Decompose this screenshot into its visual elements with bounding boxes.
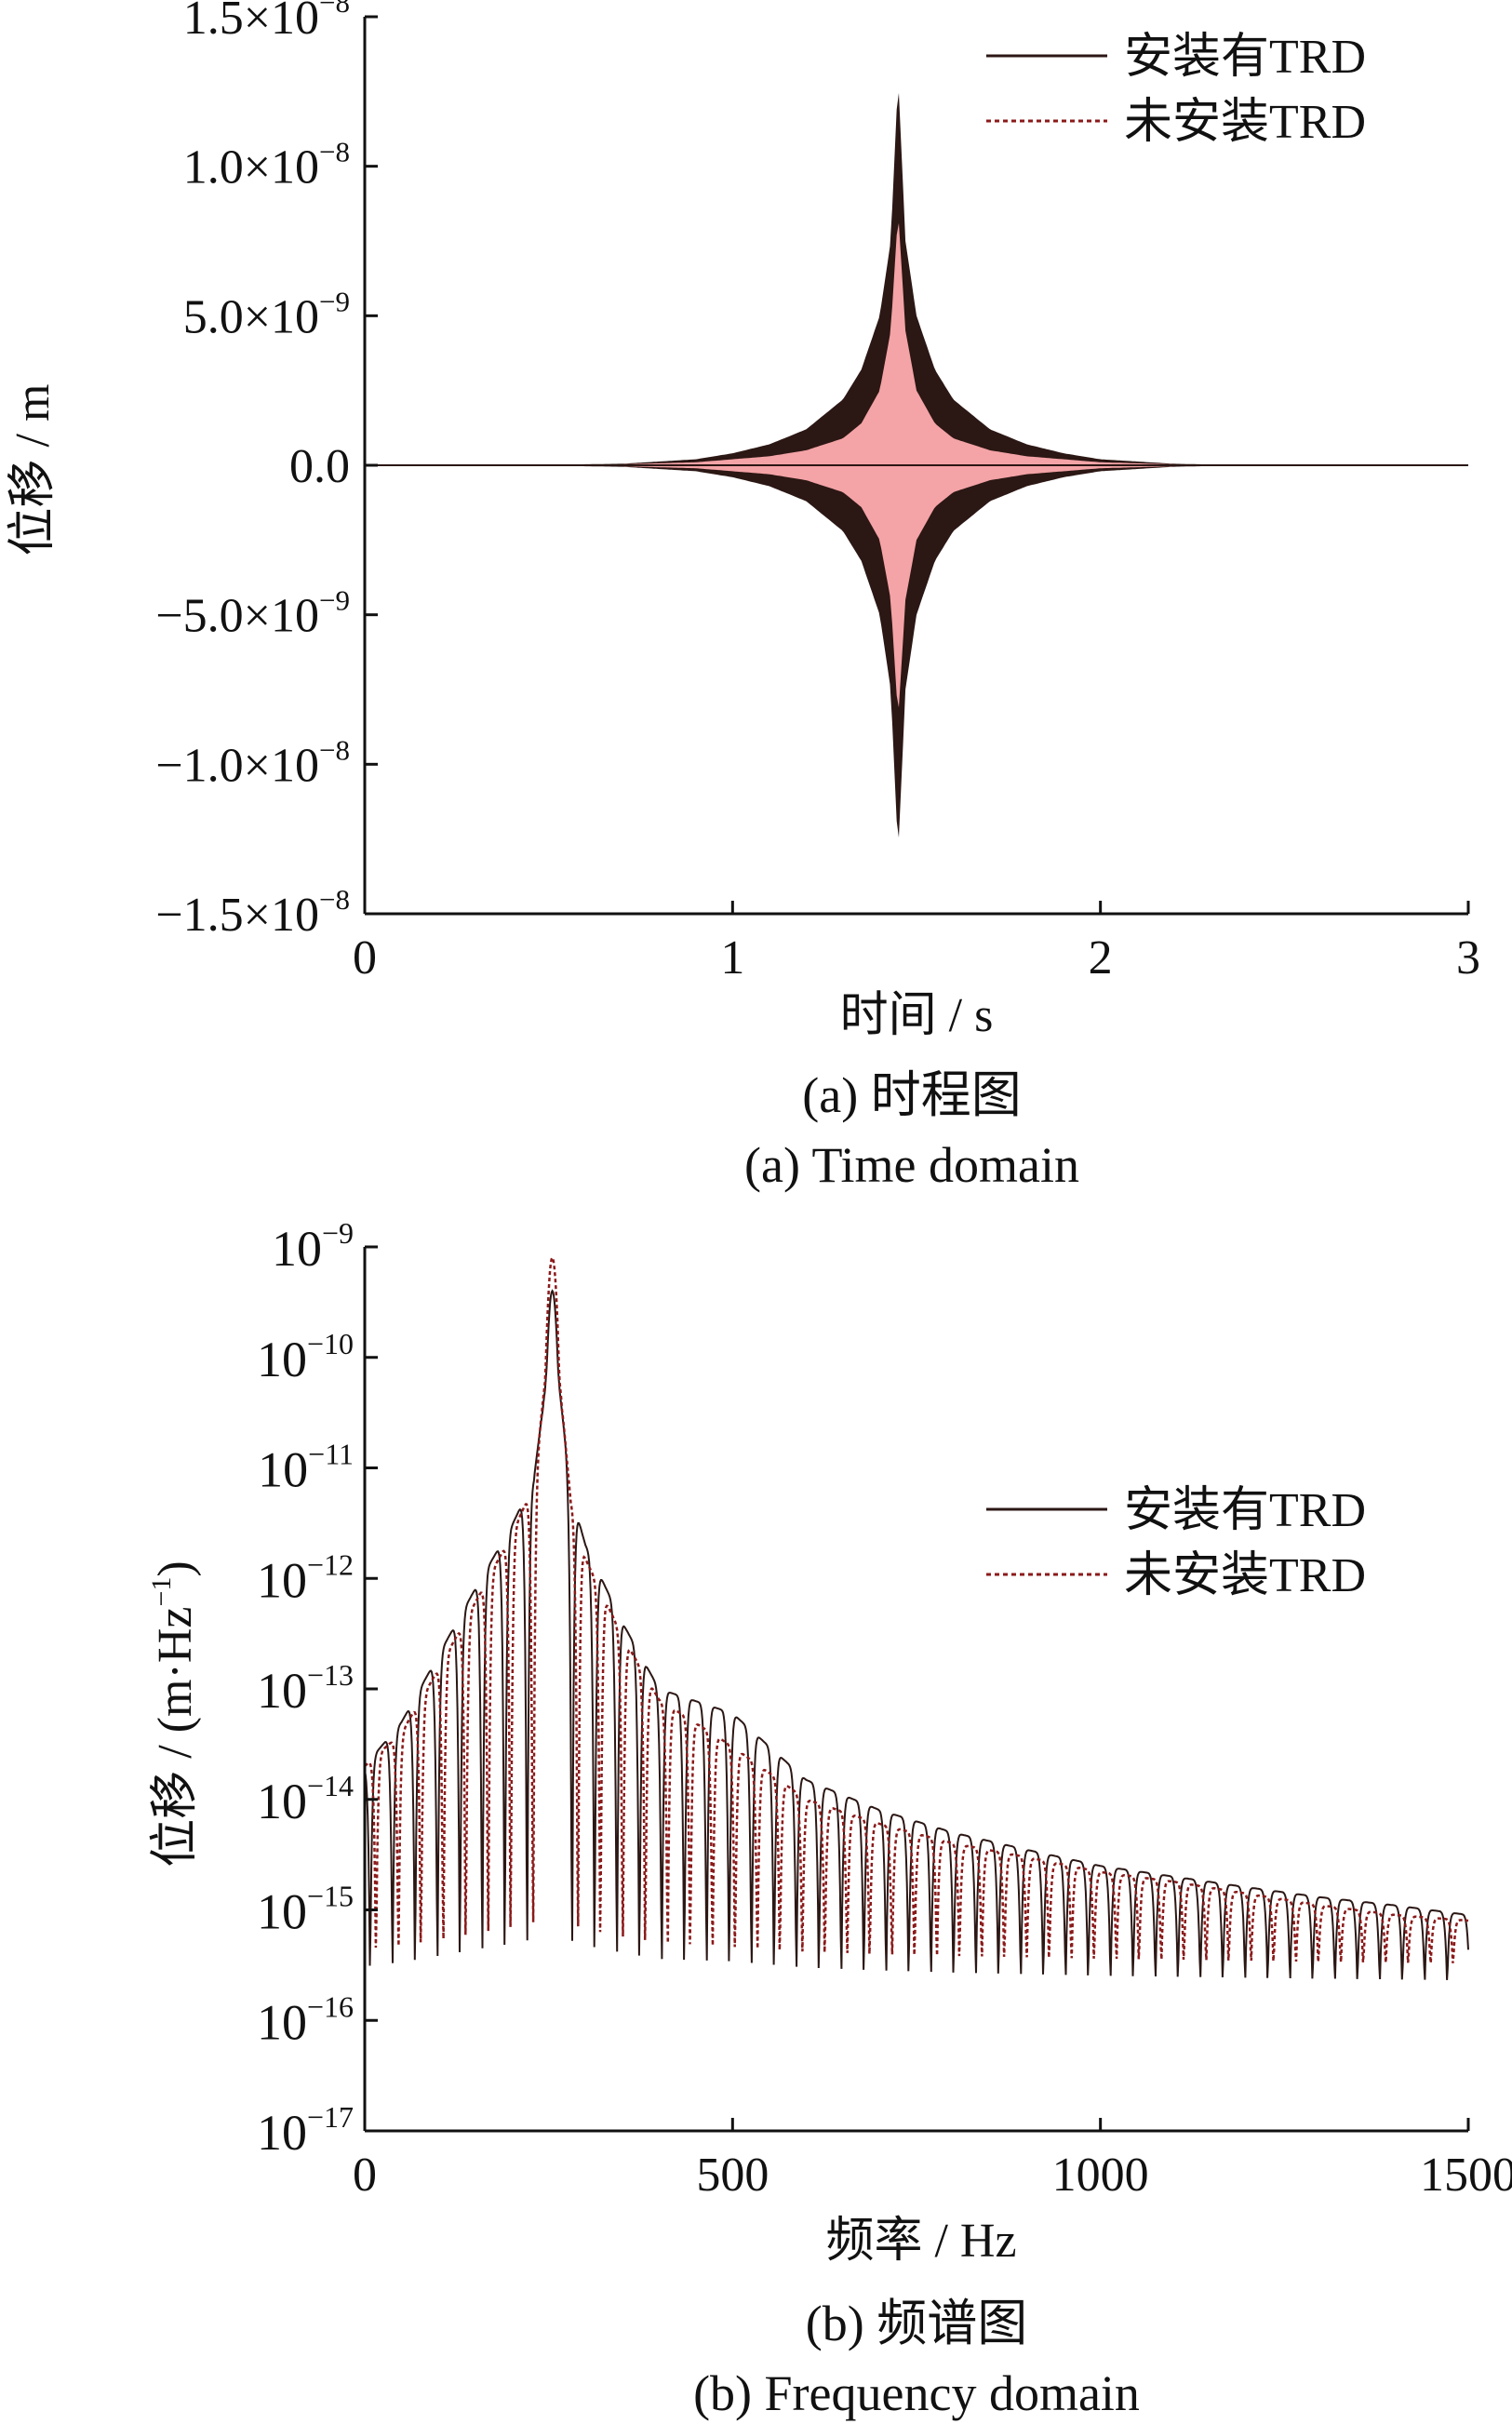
spectrum-line-1 xyxy=(364,1289,1469,1980)
y-tick-label-b: 10−14 xyxy=(257,1769,354,1829)
y-tick-label-a: 1.5×10−8 xyxy=(183,0,350,45)
y-tick-label-a: 1.0×10−8 xyxy=(183,136,350,194)
frequency-domain-ticks: 0 500 1000 1500 10−9 10−10 10−11 10−12 10−13 10−1… xyxy=(257,1216,1512,2202)
x-axis-label-b: 频率 / Hz xyxy=(825,2215,1016,2268)
legend-label-2: 未安装TRD xyxy=(1124,96,1366,149)
y-tick-label-a: −1.0×10−8 xyxy=(155,733,350,792)
y-tick-label-a: 0.0 xyxy=(289,440,350,493)
frequency-domain-panel: 0 500 1000 1500 10−9 10−10 10−11 10−12 10−13 10−1… xyxy=(146,1216,1512,2421)
y-axis-label-a: 位移 / m xyxy=(7,384,60,556)
y-axis-label-b-sup: −1 xyxy=(146,1577,177,1607)
x-tick-label-a: 3 xyxy=(1456,931,1480,984)
x-tick-label-a: 0 xyxy=(353,931,377,984)
caption-a-cn: (a) 时程图 xyxy=(802,1067,1021,1123)
y-tick-label-b: 10−11 xyxy=(258,1438,354,1498)
y-axis-label-b-close: ) xyxy=(149,1560,202,1576)
time-domain-series xyxy=(365,92,1468,838)
y-tick-label-b: 10−10 xyxy=(257,1327,354,1387)
y-tick-label-a: 5.0×10−9 xyxy=(183,285,350,343)
time-domain-legend: 安装有TRD 未安装TRD xyxy=(986,31,1366,149)
frequency-domain-series xyxy=(364,1254,1469,1980)
y-tick-label-a: −5.0×10−9 xyxy=(155,584,350,643)
spectrum-line-2 xyxy=(364,1254,1469,1963)
y-tick-label-b: 10−12 xyxy=(257,1547,354,1608)
caption-b-cn: (b) 频谱图 xyxy=(806,2296,1027,2351)
frequency-domain-axes xyxy=(363,1247,1468,2133)
legend-label-1: 安装有TRD xyxy=(1124,1484,1366,1537)
x-axis-label-a: 时间 / s xyxy=(840,989,994,1042)
time-domain-panel: 0 1 2 3 1.5×10−8 1.0×10−8 5.0×10−9 0.0 −5.0×10−9… xyxy=(7,0,1480,1193)
y-tick-label-b: 10−15 xyxy=(257,1880,354,1940)
y-tick-label-b: 10−9 xyxy=(272,1216,354,1277)
y-tick-label-b: 10−13 xyxy=(257,1658,354,1719)
x-tick-label-b: 1500 xyxy=(1420,2149,1512,2202)
caption-b-en: (b) Frequency domain xyxy=(693,2365,1140,2421)
y-tick-label-a: −1.5×10−8 xyxy=(155,883,350,942)
caption-a-en: (a) Time domain xyxy=(744,1137,1079,1193)
y-tick-label-b: 10−16 xyxy=(257,1989,354,2050)
legend-label-2: 未安装TRD xyxy=(1124,1549,1366,1602)
time-domain-ticks: 0 1 2 3 1.5×10−8 1.0×10−8 5.0×10−9 0.0 −5.0×10−9… xyxy=(155,0,1480,984)
y-axis-label-b-main: 位移 / (m·Hz xyxy=(149,1607,202,1868)
y-tick-label-b: 10−17 xyxy=(257,2100,354,2161)
x-tick-label-a: 2 xyxy=(1089,931,1113,984)
x-tick-label-b: 1000 xyxy=(1052,2149,1149,2202)
x-tick-label-b: 0 xyxy=(353,2149,377,2202)
x-tick-label-b: 500 xyxy=(696,2149,769,2202)
frequency-domain-legend: 安装有TRD 未安装TRD xyxy=(986,1484,1366,1602)
legend-label-1: 安装有TRD xyxy=(1124,31,1366,84)
x-tick-label-a: 1 xyxy=(720,931,744,984)
y-axis-label-b: 位移 / (m·Hz−1) xyxy=(146,1560,202,1867)
